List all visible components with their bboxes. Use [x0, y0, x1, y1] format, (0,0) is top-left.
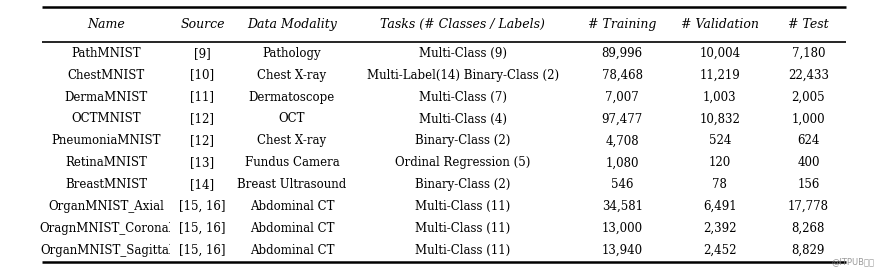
Text: @ITPUB社区: @ITPUB社区: [831, 257, 874, 266]
